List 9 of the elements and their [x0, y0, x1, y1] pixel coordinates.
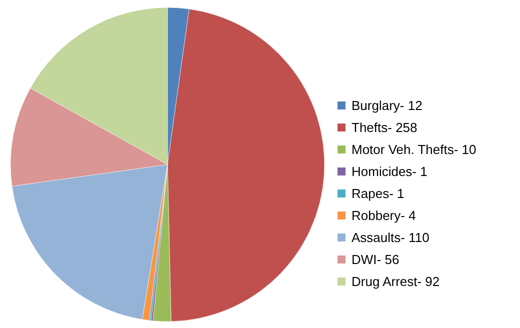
legend-label: Burglary- 12 — [352, 98, 422, 113]
legend-label: Motor Veh. Thefts- 10 — [352, 142, 476, 157]
legend-label: Assaults- 110 — [352, 230, 430, 245]
legend-label: Drug Arrest- 92 — [352, 274, 440, 289]
legend-label: Robbery- 4 — [352, 208, 416, 223]
legend-label: DWI- 56 — [352, 252, 400, 267]
legend-label: Thefts- 258 — [352, 120, 418, 135]
legend-label: Rapes- 1 — [352, 186, 404, 201]
legend-label: Homicides- 1 — [352, 164, 428, 179]
